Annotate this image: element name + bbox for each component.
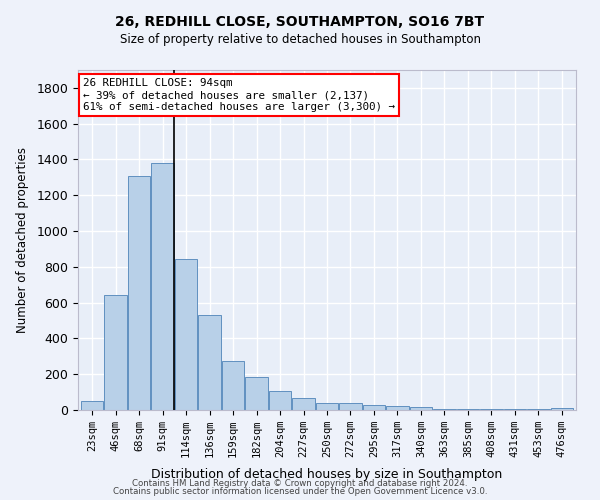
Bar <box>504 409 526 410</box>
Text: 26, REDHILL CLOSE, SOUTHAMPTON, SO16 7BT: 26, REDHILL CLOSE, SOUTHAMPTON, SO16 7BT <box>115 15 485 29</box>
Bar <box>457 409 479 410</box>
Bar <box>175 259 197 410</box>
Bar <box>292 398 314 410</box>
Bar <box>410 408 432 410</box>
Bar <box>222 361 244 410</box>
Text: Contains public sector information licensed under the Open Government Licence v3: Contains public sector information licen… <box>113 487 487 496</box>
Text: Size of property relative to detached houses in Southampton: Size of property relative to detached ho… <box>119 32 481 46</box>
Bar <box>340 403 362 410</box>
Bar <box>551 408 573 410</box>
Text: Contains HM Land Registry data © Crown copyright and database right 2024.: Contains HM Land Registry data © Crown c… <box>132 478 468 488</box>
X-axis label: Distribution of detached houses by size in Southampton: Distribution of detached houses by size … <box>151 468 503 481</box>
Bar <box>151 163 174 410</box>
Bar <box>527 409 550 410</box>
Text: 26 REDHILL CLOSE: 94sqm
← 39% of detached houses are smaller (2,137)
61% of semi: 26 REDHILL CLOSE: 94sqm ← 39% of detache… <box>83 78 395 112</box>
Bar <box>480 409 503 410</box>
Bar <box>386 406 409 410</box>
Bar <box>269 391 291 410</box>
Bar <box>199 315 221 410</box>
Bar <box>81 401 103 410</box>
Y-axis label: Number of detached properties: Number of detached properties <box>16 147 29 333</box>
Bar <box>433 409 455 410</box>
Bar <box>363 404 385 410</box>
Bar <box>104 296 127 410</box>
Bar <box>245 377 268 410</box>
Bar <box>316 403 338 410</box>
Bar <box>128 176 150 410</box>
